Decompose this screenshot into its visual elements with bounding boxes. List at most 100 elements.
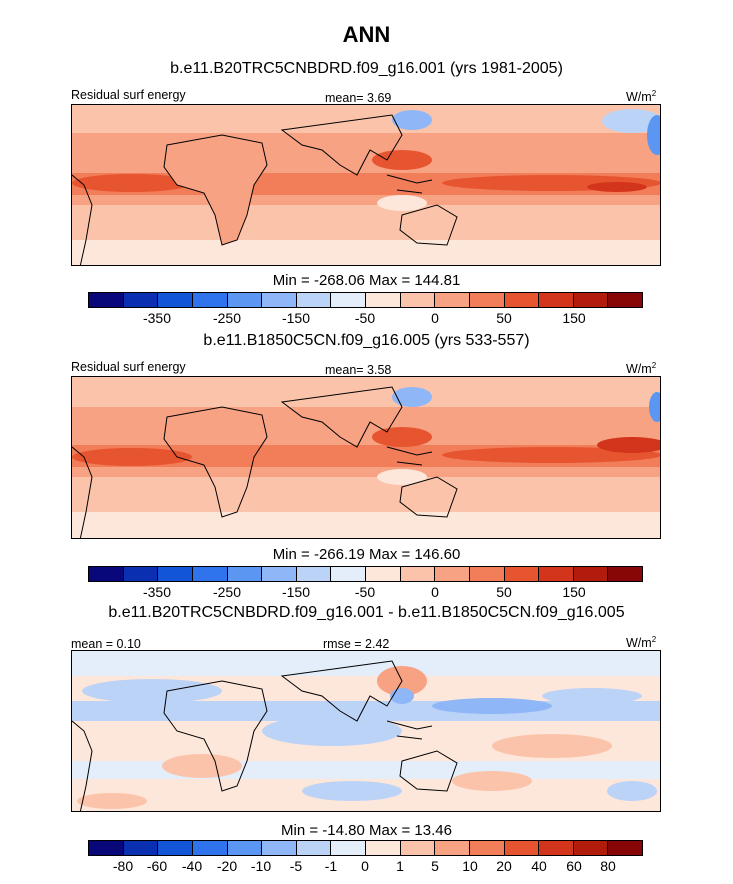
colorbar-cell [504,841,540,855]
colorbar-tick-label: -150 [281,310,311,326]
colorbar-tick-label: 10 [462,858,478,874]
panel2-units: W/m2 [626,361,657,377]
colorbar-cell [366,841,401,855]
panel1-min-max: Min = -268.06 Max = 144.81 [272,272,461,289]
panel3-map [71,650,661,812]
panel1-map [71,104,661,266]
colorbar-tick-label: -350 [142,584,172,600]
panel1-colorbar-ticks: -350 -250 -150 -50 0 50 150 [88,310,643,326]
colorbar-cell [539,293,574,307]
colorbar-cell [400,567,436,581]
colorbar-tick-label: 150 [562,584,586,600]
colorbar-cell [573,293,609,307]
colorbar-tick-label: 0 [361,858,369,874]
colorbar-cell [89,567,124,581]
colorbar-tick-label: -60 [146,858,168,874]
colorbar-cell [262,841,297,855]
colorbar-cell [123,567,159,581]
colorbar-tick-label: 0 [431,310,439,326]
panel3-colorbar-ticks: -80 -60 -40 -20 -10 -5 -1 0 1 5 10 20 40… [88,858,643,874]
colorbar-tick-label: 50 [496,584,512,600]
colorbar-tick-label: -10 [250,858,272,874]
colorbar-cell [192,293,228,307]
colorbar-cell [366,293,401,307]
panel2-colorbar-ticks: -350 -250 -150 -50 0 50 150 [88,584,643,600]
colorbar-tick-label: -250 [212,310,242,326]
colorbar-cell [469,567,505,581]
colorbar-cell [608,567,642,581]
colorbar-tick-label: 80 [600,858,616,874]
colorbar-tick-label: -40 [181,858,203,874]
panel2-min-max: Min = -266.19 Max = 146.60 [272,546,461,563]
colorbar-tick-label: 50 [496,310,512,326]
colorbar-cell [296,293,332,307]
colorbar-cell [573,841,609,855]
colorbar-cell [123,293,159,307]
panel1-case-title: b.e11.B20TRC5CNBDRD.f09_g16.001 (yrs 198… [170,60,563,77]
panel1-variable-label: Residual surf energy [71,88,186,102]
colorbar-cell [296,841,332,855]
panel1-mean-label: mean= 3.69 [325,91,392,105]
colorbar-cell [504,567,540,581]
colorbar-cell [469,293,505,307]
colorbar-tick-label: -150 [281,584,311,600]
colorbar-cell [504,293,540,307]
colorbar-tick-label: 5 [431,858,439,874]
colorbar-cell [192,567,228,581]
panel2-variable-label: Residual surf energy [71,360,186,374]
colorbar-tick-label: -350 [142,310,172,326]
panel3-units: W/m2 [626,635,657,651]
colorbar-tick-label: 0 [431,584,439,600]
colorbar-cell [573,567,609,581]
colorbar-tick-label: -250 [212,584,242,600]
colorbar-tick-label: 20 [496,858,512,874]
colorbar-tick-label: 150 [562,310,586,326]
colorbar-cell [331,293,366,307]
main-title: ANN [342,22,391,47]
colorbar-cell [158,567,193,581]
panel2-map-canvas [72,377,660,538]
panel3-rmse-label: rmse = 2.42 [323,637,390,651]
colorbar-tick-label: 60 [566,858,582,874]
colorbar-cell [435,841,470,855]
panel1-colorbar [88,292,643,308]
panel3-case-title: b.e11.B20TRC5CNBDRD.f09_g16.001 - b.e11.… [108,604,625,621]
colorbar-cell [192,841,228,855]
colorbar-cell [296,567,332,581]
colorbar-tick-label: -5 [289,858,303,874]
panel1-map-canvas [72,105,660,265]
colorbar-cell [608,293,642,307]
colorbar-tick-label: -80 [112,858,134,874]
panel2-case-title: b.e11.B1850C5CN.f09_g16.005 (yrs 533-557… [203,332,530,349]
colorbar-cell [158,841,193,855]
colorbar-cell [89,841,124,855]
colorbar-cell [227,567,263,581]
colorbar-tick-label: -1 [324,858,338,874]
panel2-mean-label: mean= 3.58 [325,363,392,377]
colorbar-cell [435,293,470,307]
colorbar-cell [400,841,436,855]
colorbar-cell [331,567,366,581]
colorbar-cell [227,841,263,855]
colorbar-tick-label: -20 [216,858,238,874]
colorbar-cell [262,567,297,581]
colorbar-cell [331,841,366,855]
colorbar-tick-label: 1 [396,858,404,874]
colorbar-cell [227,293,263,307]
colorbar-cell [89,293,124,307]
colorbar-tick-label: 40 [531,858,547,874]
colorbar-tick-label: -50 [354,310,376,326]
colorbar-cell [539,567,574,581]
panel1-units: W/m2 [626,89,657,105]
colorbar-cell [435,567,470,581]
panel2-map [71,376,661,539]
panel3-mean-label: mean = 0.10 [71,637,141,651]
panel3-map-canvas [72,651,660,811]
panel2-colorbar [88,566,643,582]
colorbar-cell [469,841,505,855]
colorbar-tick-label: -50 [354,584,376,600]
colorbar-cell [262,293,297,307]
colorbar-cell [539,841,574,855]
colorbar-cell [123,841,159,855]
colorbar-cell [366,567,401,581]
